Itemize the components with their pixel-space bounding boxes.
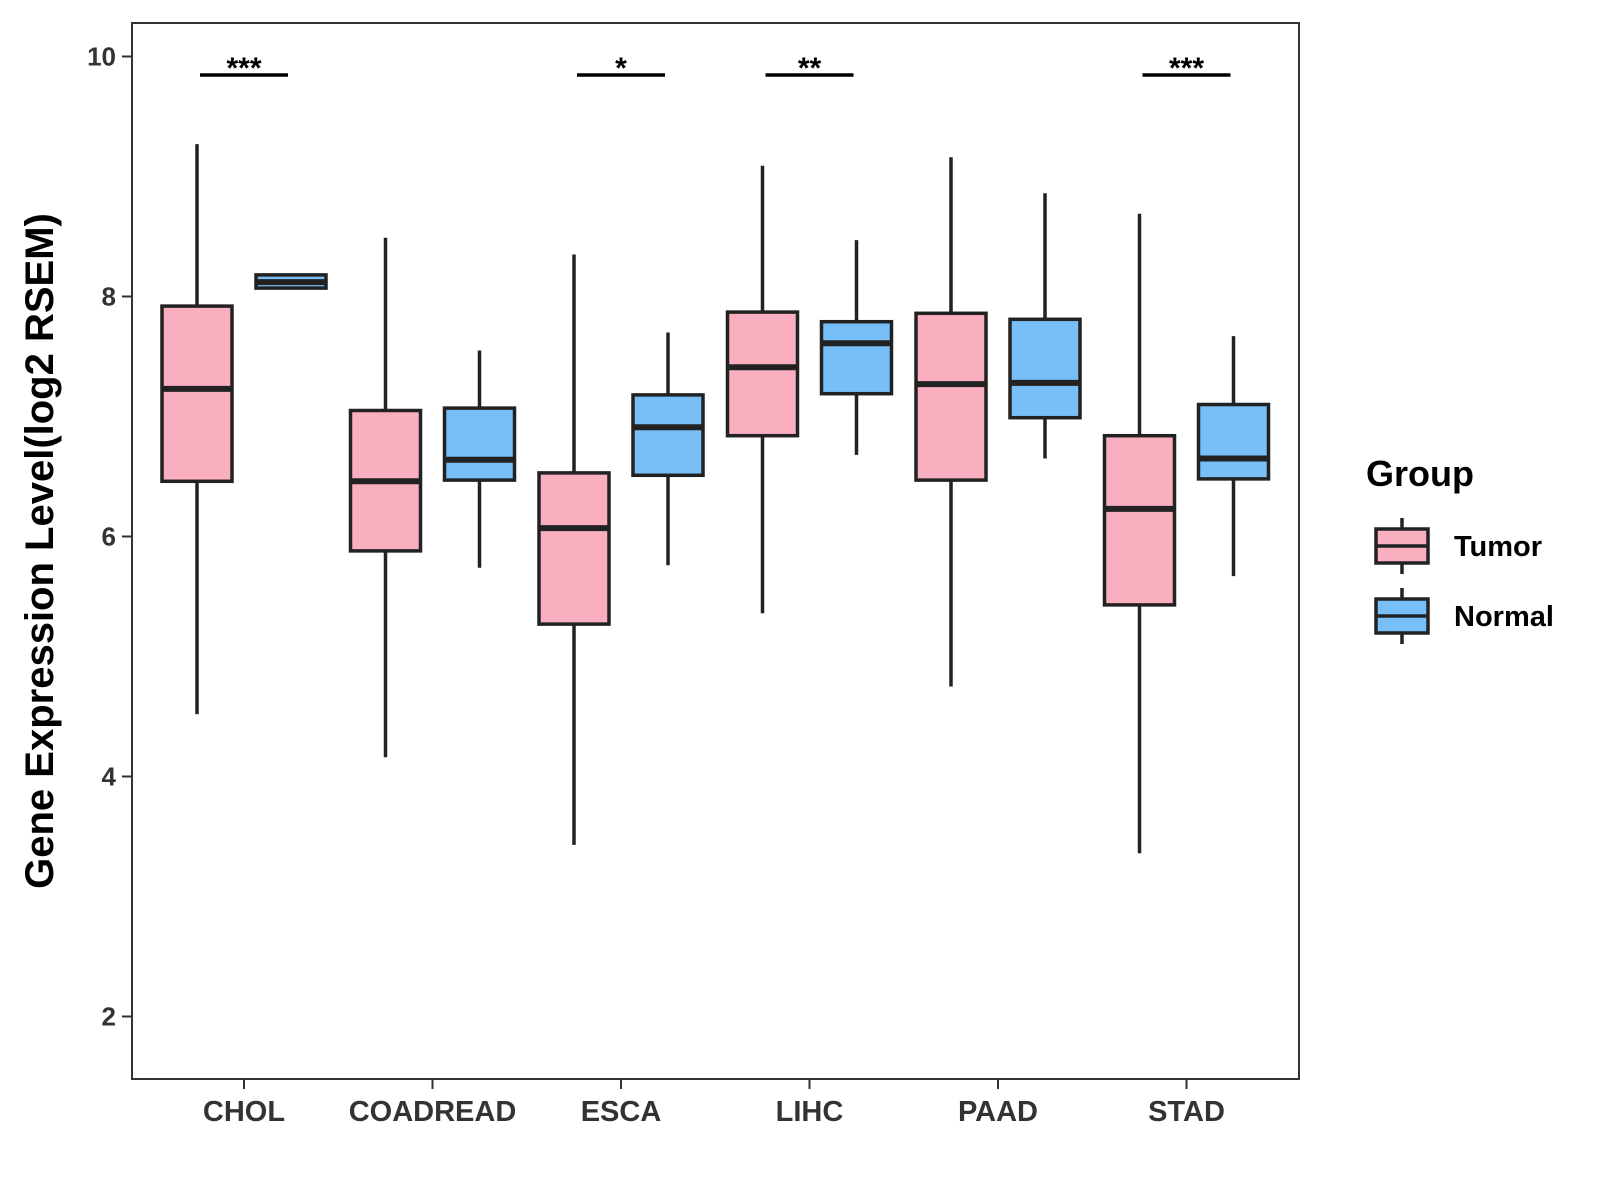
box-normal-paad [1008, 193, 1082, 459]
box-normal-chol [254, 273, 328, 290]
box-body [1008, 317, 1082, 420]
box-normal-lihc [819, 240, 894, 455]
y-axis: 2 4 6 8 10 [87, 42, 132, 1032]
x-tick-label-paad: PAAD [958, 1096, 1038, 1128]
significance-label: *** [1169, 52, 1204, 85]
legend-entry-tumor: Tumor [1374, 518, 1542, 574]
box-tumor-chol [160, 144, 234, 715]
y-tick-label: 8 [102, 282, 116, 312]
x-tick-label-esca: ESCA [581, 1096, 662, 1128]
box-body [914, 311, 988, 482]
x-tick-label-coadread: COADREAD [349, 1096, 517, 1128]
box-body [725, 310, 800, 438]
legend-label-tumor: Tumor [1454, 531, 1542, 563]
box-body [631, 393, 705, 478]
box-normal-esca [631, 332, 705, 566]
boxes-layer [160, 144, 1271, 854]
box-tumor-stad [1102, 213, 1177, 854]
box-tumor-coadread [348, 237, 423, 758]
box-body [537, 471, 611, 626]
box-body [160, 304, 234, 484]
significance-label: * [615, 52, 627, 85]
legend-title: Group [1366, 453, 1474, 494]
significance-layer: *** * ** *** [200, 52, 1231, 85]
x-axis: CHOL COADREAD ESCA LIHC PAAD STAD [203, 1079, 1225, 1128]
box-normal-stad [1196, 336, 1271, 577]
x-tick-label-stad: STAD [1148, 1096, 1225, 1128]
box-body [1196, 402, 1271, 481]
y-tick-label: 6 [102, 522, 116, 552]
y-tick-label: 4 [102, 762, 117, 792]
x-tick-label-lihc: LIHC [776, 1096, 844, 1128]
box-tumor-lihc [725, 165, 800, 614]
box-tumor-esca [537, 254, 611, 845]
legend-label-normal: Normal [1454, 601, 1554, 633]
box-normal-coadread [442, 350, 517, 568]
box-tumor-paad [914, 157, 988, 687]
legend-entry-normal: Normal [1374, 588, 1554, 644]
y-tick-label: 2 [102, 1002, 116, 1032]
box-body [819, 319, 894, 396]
y-axis-title: Gene Expression Level(log2 RSEM) [18, 213, 62, 889]
y-tick-label: 10 [87, 42, 116, 72]
significance-label: ** [798, 52, 822, 85]
x-tick-label-chol: CHOL [203, 1096, 285, 1128]
plot-panel-border [131, 22, 1300, 1080]
significance-label: *** [226, 52, 261, 85]
box-body [442, 406, 517, 482]
legend: Group Tumor Normal [1366, 453, 1554, 644]
box-body [1102, 433, 1177, 607]
